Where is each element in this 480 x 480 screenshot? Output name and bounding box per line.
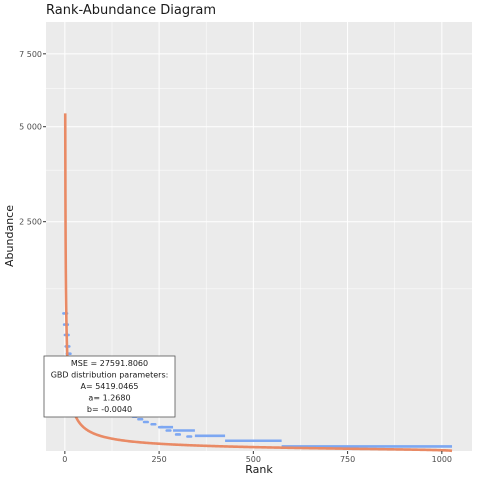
fit-annotation-box: MSE = 27591.8060 GBD distribution paramet… [43, 355, 176, 418]
x-tick-label: 500 [246, 455, 261, 464]
chart-title: Rank-Abundance Diagram [46, 3, 216, 18]
y-tick-label: 7 500 [19, 50, 42, 59]
annotation-line: a= 1.2680 [88, 394, 130, 403]
annotation-background [43, 355, 176, 418]
annotation-line: A= 5419.0465 [81, 382, 139, 391]
x-tick-label: 0 [62, 455, 67, 464]
annotation-line: GBD distribution parameters: [51, 371, 169, 380]
x-axis-title: Rank [245, 463, 273, 476]
y-tick-label: 5 000 [19, 123, 42, 132]
fitted-series [63, 113, 453, 453]
minor-grid [46, 22, 472, 451]
x-tick-label: 1000 [432, 455, 452, 464]
fitted-curve [63, 113, 453, 453]
x-axis: 0 250 500 750 1000 [62, 451, 452, 464]
y-axis-title: Abundance [3, 205, 16, 267]
annotation-line: b= -0.0040 [87, 405, 132, 414]
x-tick-label: 750 [340, 455, 355, 464]
annotation-line: MSE = 27591.8060 [71, 359, 148, 368]
y-axis: 2 500 5 000 7 500 [19, 50, 46, 227]
major-grid [46, 22, 472, 451]
x-tick-label: 250 [151, 455, 166, 464]
y-tick-label: 2 500 [19, 218, 42, 227]
